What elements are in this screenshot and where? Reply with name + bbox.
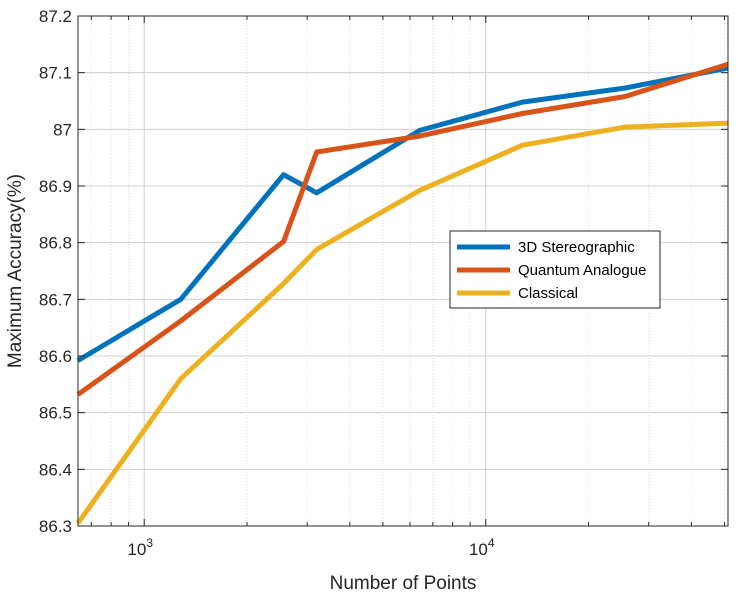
series-line (75, 120, 729, 525)
y-axis-label: Maximum Accuracy(%) (5, 174, 26, 368)
y-tick-label: 86.6 (39, 347, 72, 366)
y-tick-label: 86.8 (39, 234, 72, 253)
y-tick-label: 86.3 (39, 517, 72, 536)
y-tick-label: 86.7 (39, 290, 72, 309)
y-tick-label: 86.5 (39, 404, 72, 423)
y-tick-labels: 86.3 86.4 86.5 86.6 86.7 86.8 86.9 87 87.1 87.2 (39, 7, 72, 536)
series-line (76, 61, 729, 397)
legend-label: 3D Stereographic (518, 239, 635, 256)
y-tick-label: 86.4 (39, 460, 72, 479)
legend-label: Classical (518, 285, 578, 302)
x-axis-label: Number of Points (330, 573, 477, 594)
x-tick-label: 103 (127, 536, 153, 559)
legend-label: Quantum Analogue (518, 262, 646, 279)
series-lines (75, 61, 729, 525)
x-tick-label: 104 (469, 536, 495, 559)
x-tick-labels: 103 104 (127, 536, 494, 559)
series-line (76, 65, 729, 363)
y-tick-label: 87.2 (39, 7, 72, 26)
y-tick-label: 87 (53, 120, 72, 139)
y-tick-label: 87.1 (39, 64, 72, 83)
legend: 3D Stereographic Quantum Analogue Classica… (449, 230, 661, 309)
y-tick-label: 86.9 (39, 177, 72, 196)
plot-frame (77, 15, 729, 527)
axis-ticks (78, 15, 728, 527)
